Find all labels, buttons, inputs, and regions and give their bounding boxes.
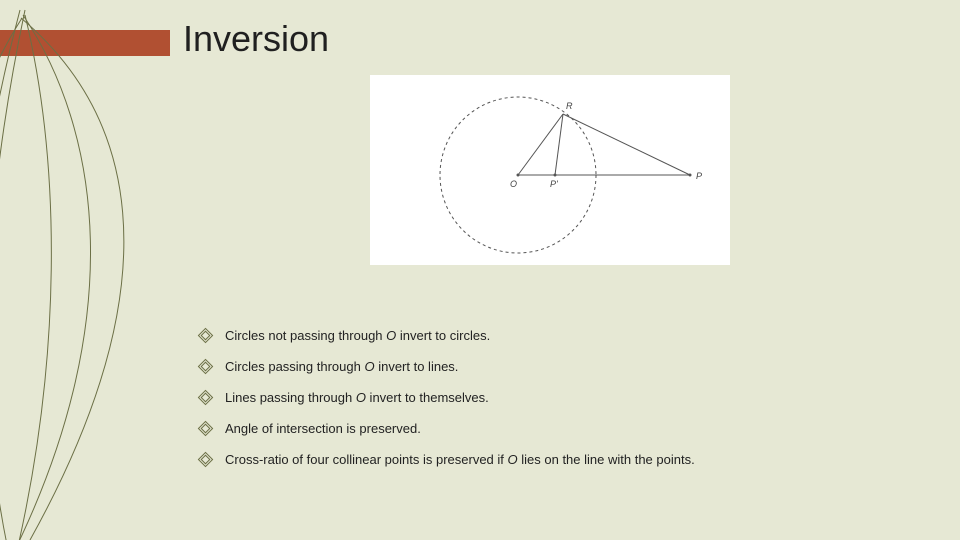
label-O: O (510, 179, 517, 189)
bullet-text: Circles passing through O invert to line… (225, 359, 458, 374)
point-O (517, 174, 520, 177)
slide: Inversion R O P' P Circles not (0, 0, 960, 540)
bullet-text: Cross-ratio of four collinear points is … (225, 452, 695, 467)
list-item: Lines passing through O invert to themse… (200, 390, 900, 405)
point-Pprime (554, 174, 557, 177)
line-RP (563, 114, 690, 175)
bullet-list: Circles not passing through O invert to … (200, 328, 900, 483)
list-item: Circles passing through O invert to line… (200, 359, 900, 374)
inversion-diagram-svg: R O P' P (370, 75, 730, 265)
label-R: R (566, 101, 573, 111)
list-item: Angle of intersection is preserved. (200, 421, 900, 436)
bullet-text: Circles not passing through O invert to … (225, 328, 490, 343)
inversion-diagram: R O P' P (370, 75, 730, 265)
list-item: Circles not passing through O invert to … (200, 328, 900, 343)
label-P: P (696, 171, 702, 181)
diamond-bullet-icon (198, 390, 214, 406)
accent-bar (0, 30, 170, 56)
diamond-bullet-icon (198, 359, 214, 375)
diamond-bullet-icon (198, 328, 214, 344)
point-P (689, 174, 692, 177)
diamond-bullet-icon (198, 421, 214, 437)
diamond-bullet-icon (198, 452, 214, 468)
bullet-text: Angle of intersection is preserved. (225, 421, 421, 436)
label-Pprime: P' (550, 179, 558, 189)
slide-title: Inversion (183, 18, 329, 60)
bullet-text: Lines passing through O invert to themse… (225, 390, 489, 405)
list-item: Cross-ratio of four collinear points is … (200, 452, 900, 467)
